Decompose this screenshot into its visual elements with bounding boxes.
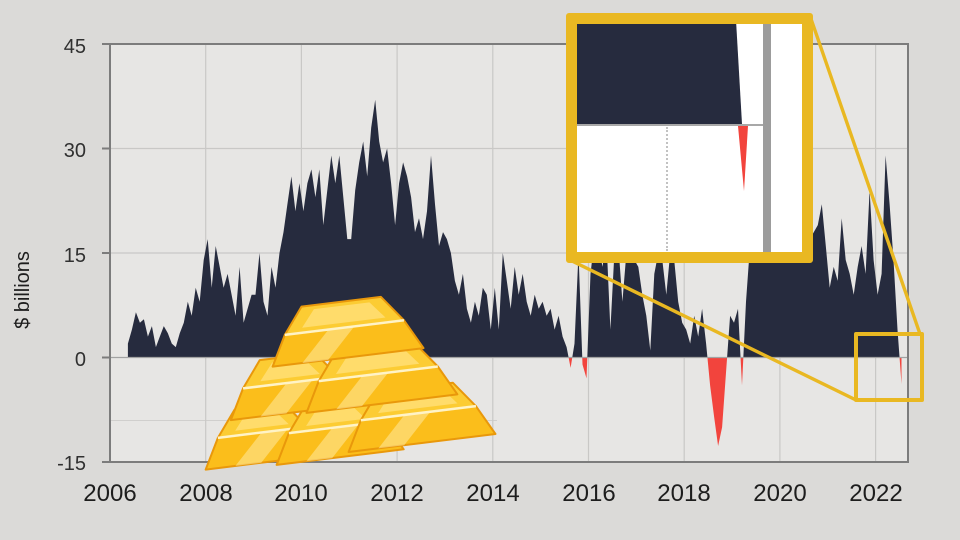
- x-tick-2018: 2018: [657, 480, 711, 507]
- gold-bars-icon: [204, 295, 497, 471]
- inset-zero-line: [577, 124, 765, 126]
- inset-gridline-dotted: [666, 127, 668, 251]
- gold-ingot: [271, 295, 425, 368]
- zoom-source-box: [854, 332, 924, 402]
- x-tick-2014: 2014: [466, 480, 520, 507]
- x-tick-2008: 2008: [179, 480, 233, 507]
- x-tick-2006: 2006: [83, 480, 137, 507]
- inset-plot-border-bar: [763, 24, 771, 252]
- y-tick-n15: -15: [57, 453, 86, 475]
- y-tick-45: 45: [63, 36, 86, 58]
- x-tick-2012: 2012: [370, 480, 424, 507]
- x-tick-2022: 2022: [849, 480, 903, 507]
- series-area-positive: [127, 99, 902, 358]
- x-tick-2016: 2016: [562, 480, 616, 507]
- inset-positive-area: [577, 24, 742, 124]
- x-tick-2020: 2020: [753, 480, 807, 507]
- y-tick-0: 0: [74, 349, 86, 371]
- x-tick-2010: 2010: [274, 480, 328, 507]
- inset-negative-spike: [738, 126, 748, 191]
- y-tick-15: 15: [63, 245, 86, 267]
- y-tick-30: 30: [63, 140, 86, 162]
